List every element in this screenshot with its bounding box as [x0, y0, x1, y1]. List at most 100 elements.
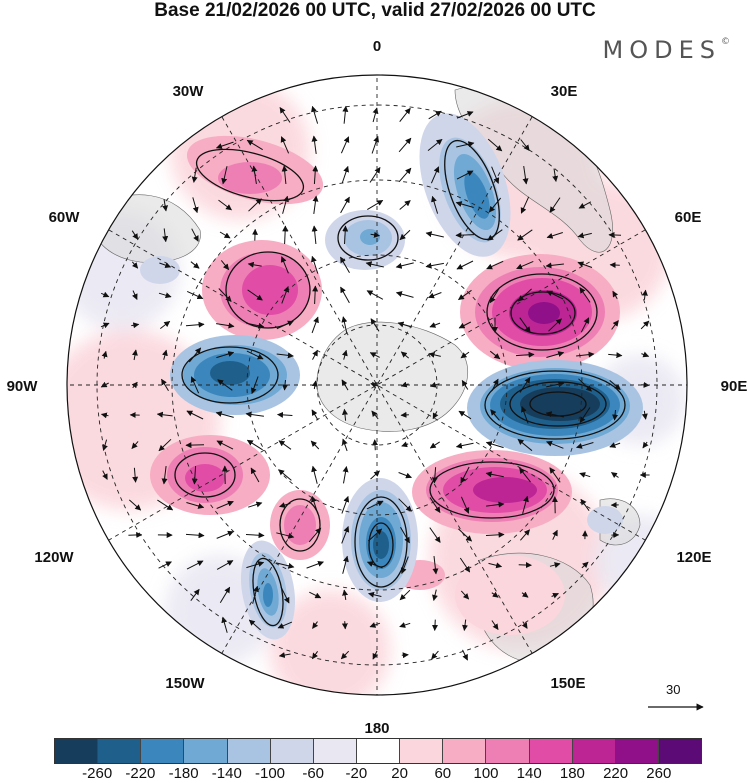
- wind-arrow: [186, 560, 204, 570]
- wind-arrow: [220, 260, 230, 271]
- brand-text: MODES: [602, 36, 721, 64]
- wind-arrow: [192, 197, 199, 214]
- wind-arrow: [219, 586, 231, 603]
- wind-arrow: [400, 381, 409, 388]
- wind-arrow: [131, 322, 140, 329]
- wind-arrow: [342, 466, 349, 484]
- lon-label-60e: 60E: [675, 209, 702, 226]
- wind-arrow: [157, 499, 174, 511]
- wind-arrow: [128, 499, 142, 511]
- colorbar-segment: [313, 739, 357, 763]
- wind-arrow: [191, 228, 199, 242]
- colorbar-tick-label: -140: [211, 765, 242, 782]
- wind-arrow: [278, 652, 291, 659]
- wind-arrow: [456, 141, 475, 148]
- colorbar-tick-label: 20: [391, 765, 408, 782]
- wind-arrow: [549, 197, 561, 213]
- wind-arrow: [552, 168, 559, 182]
- wind-arrow: [641, 289, 648, 300]
- wind-arrow: [159, 262, 172, 269]
- wind-arrow: [248, 198, 262, 212]
- wind-arrow: [282, 225, 289, 245]
- wind-arrow: [191, 465, 198, 485]
- wind-arrow: [611, 472, 619, 479]
- wind-arrow: [341, 165, 349, 184]
- wind-arrow: [488, 562, 503, 569]
- wind-arrow: [161, 349, 168, 360]
- colorbar-tick-labels: -260 -220 -180 -140 -100 -60 -20 20 60 100 140 180 2…: [0, 765, 750, 783]
- wind-arrow: [520, 406, 529, 424]
- lon-label-120e: 120E: [676, 549, 711, 566]
- wind-arrow: [311, 225, 318, 245]
- wind-arrow: [161, 378, 169, 391]
- wind-arrow: [488, 197, 502, 213]
- wind-arrow: [460, 590, 470, 600]
- wind-arrow: [248, 501, 263, 508]
- wind-arrow: [612, 409, 619, 421]
- wind-arrow: [311, 255, 319, 274]
- wind-arrow: [460, 496, 470, 514]
- lon-label-90e: 90E: [721, 378, 748, 395]
- wind-arrow: [522, 495, 529, 514]
- wind-arrow: [312, 165, 319, 185]
- wind-arrow: [367, 199, 384, 211]
- wind-arrow: [246, 439, 263, 451]
- high-south-pacific: [270, 490, 330, 560]
- lon-label-150w: 150W: [165, 675, 205, 692]
- wind-arrow: [216, 351, 235, 359]
- wind-arrow: [456, 260, 474, 270]
- wind-arrow: [519, 317, 531, 333]
- wind-arrow: [341, 621, 348, 630]
- wind-arrow: [401, 441, 409, 448]
- colorbar-tick-label: -180: [168, 765, 199, 782]
- wind-arrow: [432, 589, 438, 601]
- wind-arrow: [577, 261, 593, 268]
- colorbar-segment: [141, 739, 185, 763]
- wind-arrow: [429, 322, 441, 328]
- wind-arrow: [491, 591, 499, 598]
- wind-arrow: [400, 351, 410, 359]
- wind-arrow: [132, 467, 139, 483]
- colorbar-segment: [55, 739, 99, 763]
- wind-arrow: [215, 141, 234, 149]
- wind-arrow: [399, 229, 411, 241]
- wind-arrow: [517, 438, 533, 452]
- colorbar-segment: [443, 739, 487, 763]
- colorbar-tick-label: -60: [302, 765, 325, 782]
- wind-arrow: [185, 321, 205, 328]
- wind-arrow: [397, 321, 412, 328]
- wind-arrow: [312, 349, 318, 360]
- wind-arrow: [341, 495, 350, 514]
- wind-arrow: [427, 139, 443, 151]
- wind-arrow: [245, 411, 264, 418]
- wind-arrow: [398, 472, 412, 479]
- colorbar-segment: [227, 739, 271, 763]
- wind-arrow: [395, 262, 414, 269]
- low-south-america-west: [140, 256, 180, 284]
- wind-arrow: [395, 291, 414, 298]
- wind-arrow: [642, 441, 649, 449]
- wind-arrow: [341, 526, 350, 544]
- wind-arrow: [247, 289, 263, 301]
- wind-arrow: [190, 376, 200, 394]
- wind-arrow: [399, 200, 411, 210]
- wind-arrow: [517, 229, 533, 241]
- wind-arrow: [100, 412, 109, 419]
- wind-arrow: [102, 439, 108, 451]
- colorbar-segment: [356, 739, 401, 763]
- colorbar-segment: [572, 739, 616, 763]
- polar-stereographic-map: 0 180 90W 90E 30W 30E 60W 60E 120W 120E …: [7, 38, 748, 737]
- wind-arrow: [399, 107, 411, 123]
- wind-arrow: [252, 585, 259, 604]
- wind-arrow: [460, 466, 470, 484]
- wind-arrow: [546, 232, 563, 239]
- wind-arrow: [429, 527, 441, 543]
- wind-arrow: [367, 528, 383, 542]
- wind-arrow: [399, 589, 411, 601]
- wind-arrow: [342, 225, 349, 245]
- modes-logo: MODES©: [603, 36, 730, 64]
- wind-arrow: [366, 290, 384, 300]
- wind-arrow: [158, 292, 172, 299]
- wind-arrow: [641, 410, 648, 420]
- colorbar-tick-label: 260: [646, 765, 672, 782]
